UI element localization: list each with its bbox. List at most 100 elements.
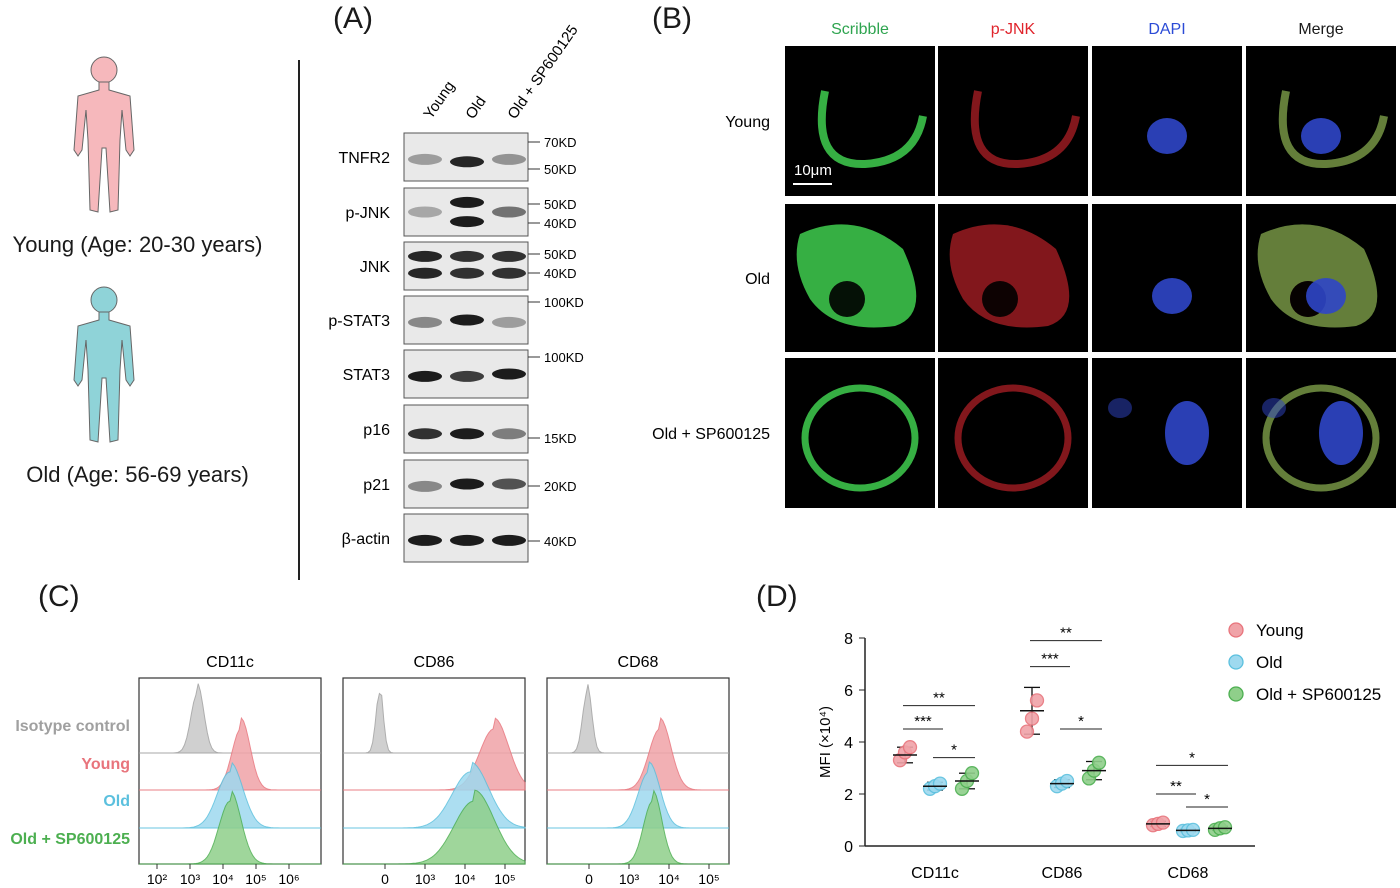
wb-marker-label: 50KD — [544, 162, 577, 177]
legend-marker — [1228, 622, 1244, 638]
data-point — [1155, 815, 1171, 830]
cell-nucleus-void — [982, 281, 1018, 317]
micro-image — [785, 46, 935, 196]
micro-image — [785, 358, 935, 508]
cell-body-signal — [949, 224, 1070, 328]
cell-membrane-signal — [970, 90, 1080, 169]
dapi-nucleus — [1165, 401, 1209, 465]
wb-marker-label: 50KD — [544, 247, 577, 262]
cell-body-signal — [1257, 224, 1378, 328]
wb-blot-box — [403, 241, 529, 291]
legend-label: Old + SP600125 — [1256, 685, 1381, 704]
flow-histogram-sp600125 — [547, 789, 729, 865]
significance-label: ** — [1060, 625, 1072, 642]
old-human-icon — [73, 286, 135, 443]
significance-label: * — [1078, 713, 1084, 730]
flow-tick-label: 10³ — [619, 871, 640, 887]
flow-histogram-old — [547, 761, 729, 829]
significance-label: * — [1189, 749, 1195, 766]
cell-membrane-signal — [1262, 384, 1380, 492]
wb-band — [408, 428, 442, 440]
micro-image — [1092, 204, 1242, 352]
flow-row-label: Old — [103, 793, 130, 810]
cell-membrane-signal — [801, 384, 919, 492]
legend-label: Old — [1256, 653, 1282, 672]
wb-row-label: β-actin — [342, 531, 390, 548]
flow-tick-label: 10⁴ — [212, 871, 234, 887]
flow-histogram-young — [547, 717, 729, 791]
dapi-nucleus — [1262, 398, 1286, 418]
flow-histogram-isotype — [547, 684, 729, 754]
micro-row-label: Young — [725, 114, 770, 131]
wb-band — [408, 480, 442, 492]
wb-band — [450, 216, 484, 228]
panel-label-c: (C) — [38, 580, 80, 613]
young-human-icon — [73, 56, 135, 213]
flow-tick-label: 10⁵ — [245, 871, 266, 887]
flow-histogram-box — [546, 677, 730, 865]
significance-label: ** — [1170, 778, 1182, 795]
flow-row-label: Isotype control — [15, 718, 130, 735]
flow-tick-label: 10⁵ — [494, 871, 515, 887]
wb-marker-label: 40KD — [544, 266, 577, 281]
flow-marker-title: CD86 — [414, 654, 455, 671]
data-point — [932, 776, 948, 791]
micro-channel-label: DAPI — [1148, 21, 1185, 38]
cell-membrane-signal — [1262, 384, 1380, 492]
flow-marker-title: CD11c — [206, 654, 254, 671]
significance-label: *** — [1041, 651, 1059, 668]
cell-membrane-signal — [954, 384, 1072, 492]
wb-band — [450, 428, 484, 440]
data-point — [1019, 724, 1035, 739]
flow-histogram-old — [139, 761, 321, 829]
wb-marker-label: 40KD — [544, 216, 577, 231]
dapi-nucleus — [1306, 278, 1346, 314]
cell-nucleus-void — [829, 281, 865, 317]
significance-label: * — [951, 742, 957, 759]
wb-band — [492, 534, 526, 546]
data-point — [1059, 773, 1075, 789]
micro-channel-label: Scribble — [831, 21, 889, 38]
wb-marker-label: 100KD — [544, 350, 584, 365]
wb-blot-box — [403, 187, 529, 237]
wb-lane-label: Old + SP600125 — [504, 22, 581, 122]
wb-band — [408, 250, 442, 262]
legend-marker — [1228, 686, 1244, 702]
wb-band — [492, 267, 526, 279]
wb-marker-label: 15KD — [544, 431, 577, 446]
y-tick-label: 6 — [844, 683, 853, 700]
x-category-label: CD11c — [911, 865, 959, 882]
flow-row-label: Young — [81, 756, 130, 773]
micro-row-label: Old + SP600125 — [652, 426, 770, 443]
wb-band — [450, 534, 484, 546]
wb-band — [450, 267, 484, 279]
wb-band — [450, 196, 484, 208]
flow-tick-label: 10³ — [180, 871, 201, 887]
wb-band — [408, 534, 442, 546]
wb-band — [408, 370, 442, 382]
x-category-label: CD86 — [1042, 865, 1083, 882]
flow-tick-label: 10⁵ — [698, 871, 719, 887]
wb-band — [408, 316, 442, 328]
wb-band — [408, 206, 442, 218]
wb-row-label: p-JNK — [346, 205, 391, 222]
micro-image — [938, 46, 1088, 196]
flow-tick-label: 10³ — [415, 871, 436, 887]
wb-band — [492, 368, 526, 380]
flow-tick-label: 0 — [585, 871, 593, 887]
dapi-nucleus — [1301, 118, 1341, 154]
cell-membrane-signal — [1278, 90, 1388, 169]
dapi-nucleus — [1319, 401, 1363, 465]
flow-tick-label: 10⁴ — [658, 871, 680, 887]
data-point — [1217, 820, 1233, 835]
panel-label-d: (D) — [756, 580, 798, 613]
micro-channel-label: Merge — [1298, 21, 1343, 38]
wb-band — [450, 370, 484, 382]
flow-tick-label: 0 — [381, 871, 389, 887]
micro-channel-label: p-JNK — [991, 21, 1036, 38]
y-tick-label: 0 — [844, 839, 853, 856]
wb-marker-label: 50KD — [544, 197, 577, 212]
wb-row-label: STAT3 — [343, 367, 391, 384]
wb-marker-label: 70KD — [544, 135, 577, 150]
